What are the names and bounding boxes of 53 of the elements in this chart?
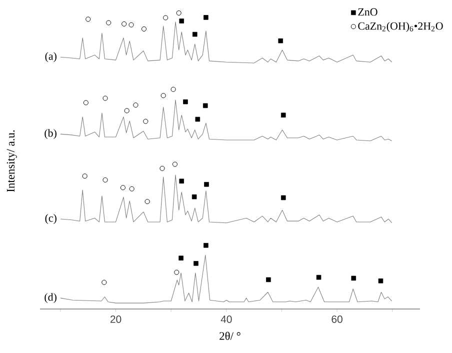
point bbox=[204, 15, 208, 20]
point bbox=[133, 102, 138, 108]
point bbox=[192, 194, 197, 200]
point bbox=[174, 270, 180, 275]
point bbox=[194, 261, 198, 266]
point bbox=[128, 22, 134, 28]
series-label: (d) bbox=[44, 293, 56, 304]
point bbox=[144, 199, 150, 204]
point bbox=[120, 185, 126, 190]
point bbox=[204, 242, 208, 248]
point bbox=[179, 178, 184, 184]
point bbox=[179, 18, 184, 24]
legend-label: CaZn$_{2}$(OH)$_{6}$•2H$_{2}$O bbox=[358, 22, 443, 32]
point bbox=[122, 21, 127, 26]
y-axis-title: Intensity/ a.u. bbox=[6, 130, 17, 192]
x-tick-label: 60 bbox=[332, 316, 342, 323]
x-tick-label: 20 bbox=[110, 316, 122, 323]
point bbox=[378, 278, 384, 284]
x-axis-title: 2θ/ ° bbox=[220, 332, 240, 340]
point bbox=[178, 256, 184, 260]
point bbox=[124, 108, 130, 114]
point bbox=[266, 277, 271, 282]
point bbox=[129, 186, 134, 192]
point bbox=[280, 112, 286, 118]
point bbox=[82, 174, 88, 179]
point bbox=[102, 280, 107, 285]
point bbox=[160, 93, 166, 98]
series-label: (b) bbox=[44, 129, 56, 140]
point bbox=[160, 166, 165, 171]
point bbox=[176, 10, 182, 16]
point bbox=[280, 195, 286, 200]
series-label: (a) bbox=[45, 52, 56, 62]
point bbox=[102, 96, 108, 101]
point bbox=[86, 16, 91, 22]
point bbox=[102, 177, 108, 182]
point bbox=[278, 38, 284, 44]
series-label: (c) bbox=[45, 214, 56, 224]
point bbox=[202, 103, 208, 108]
point bbox=[183, 99, 188, 104]
point bbox=[195, 116, 200, 122]
point bbox=[170, 86, 176, 92]
point bbox=[204, 182, 209, 187]
point bbox=[192, 32, 198, 37]
legend-label: ZnO bbox=[358, 8, 378, 16]
point bbox=[143, 118, 148, 124]
point bbox=[172, 162, 178, 167]
point bbox=[163, 15, 168, 20]
point bbox=[106, 20, 112, 26]
x-tick-label: 40 bbox=[220, 316, 232, 323]
point bbox=[316, 274, 322, 280]
point bbox=[351, 276, 356, 281]
point bbox=[83, 100, 88, 106]
point bbox=[141, 26, 147, 32]
